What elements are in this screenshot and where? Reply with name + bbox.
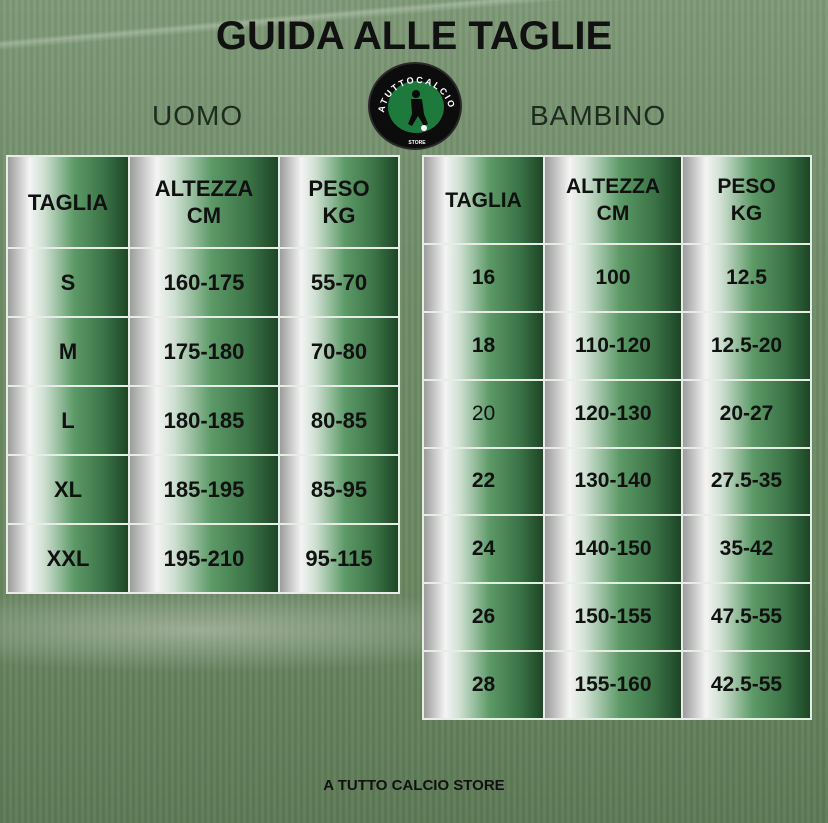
column-header: TAGLIA	[424, 157, 543, 243]
column-header: PESO KG	[280, 157, 398, 247]
page-title: GUIDA ALLE TAGLIE	[215, 14, 613, 58]
height-cell: 120-130	[545, 380, 681, 447]
size-cell: 22	[424, 448, 543, 515]
weight-cell: 85-95	[280, 456, 398, 523]
weight-cell: 70-80	[280, 318, 398, 385]
table-row: 18 110-120 12.5-20	[424, 312, 810, 379]
height-cell: 130-140	[545, 448, 681, 515]
height-cell: 195-210	[130, 525, 278, 592]
table-row: 28 155-160 42.5-55	[424, 652, 810, 718]
height-cell: 175-180	[130, 318, 278, 385]
table-row: 16 100 12.5	[424, 245, 810, 311]
header-row: TAGLIA ALTEZZA CM PESO KG	[8, 157, 398, 247]
weight-cell: 80-85	[280, 387, 398, 454]
weight-cell: 55-70	[280, 249, 398, 316]
weight-cell: 47.5-55	[683, 584, 810, 651]
height-cell: 185-195	[130, 456, 278, 523]
height-cell: 155-160	[545, 652, 681, 718]
weight-cell: 12.5	[683, 245, 810, 311]
men-size-table: TAGLIA ALTEZZA CM PESO KG S 160-175 55-70 M 175…	[6, 155, 400, 594]
column-header: TAGLIA	[8, 157, 128, 247]
size-cell: 26	[424, 584, 543, 651]
table-row: 20 120-130 20-27	[424, 380, 810, 447]
column-header: PESO KG	[683, 157, 810, 243]
table-row: 22 130-140 27.5-35	[424, 448, 810, 515]
weight-cell: 95-115	[280, 525, 398, 592]
table-row: XL 185-195 85-95	[8, 456, 398, 523]
height-cell: 110-120	[545, 312, 681, 379]
table-row: L 180-185 80-85	[8, 387, 398, 454]
table-row: M 175-180 70-80	[8, 318, 398, 385]
size-cell: L	[8, 387, 128, 454]
height-cell: 100	[545, 245, 681, 311]
header-row: TAGLIA ALTEZZA CM PESO KG	[424, 157, 810, 243]
weight-cell: 35-42	[683, 516, 810, 583]
size-cell: 28	[424, 652, 543, 718]
size-cell: 18	[424, 312, 543, 379]
weight-cell: 27.5-35	[683, 448, 810, 515]
weight-cell: 20-27	[683, 380, 810, 447]
height-cell: 150-155	[545, 584, 681, 651]
kids-size-table: TAGLIA ALTEZZA CM PESO KG 16 100 12.5 18 110-12…	[422, 155, 812, 720]
size-cell: XL	[8, 456, 128, 523]
footer-store-name: A TUTTO CALCIO STORE	[323, 777, 505, 794]
svg-text:STORE: STORE	[408, 140, 426, 146]
section-label-uomo: UOMO	[152, 100, 244, 131]
table-row: 26 150-155 47.5-55	[424, 584, 810, 651]
height-cell: 140-150	[545, 516, 681, 583]
size-cell: 16	[424, 245, 543, 311]
size-cell: S	[8, 249, 128, 316]
table-row: S 160-175 55-70	[8, 249, 398, 316]
height-cell: 160-175	[130, 249, 278, 316]
weight-cell: 12.5-20	[683, 312, 810, 379]
table-row: 24 140-150 35-42	[424, 516, 810, 583]
weight-cell: 42.5-55	[683, 652, 810, 718]
column-header: ALTEZZA CM	[130, 157, 278, 247]
table-row: XXL 195-210 95-115	[8, 525, 398, 592]
column-header: ALTEZZA CM	[545, 157, 681, 243]
size-cell: M	[8, 318, 128, 385]
store-logo: ATUTTOCALCIO STORE	[368, 62, 462, 150]
size-cell: XXL	[8, 525, 128, 592]
size-cell: 20	[424, 380, 543, 447]
size-cell: 24	[424, 516, 543, 583]
height-cell: 180-185	[130, 387, 278, 454]
section-label-bambino: BAMBINO	[530, 100, 667, 131]
